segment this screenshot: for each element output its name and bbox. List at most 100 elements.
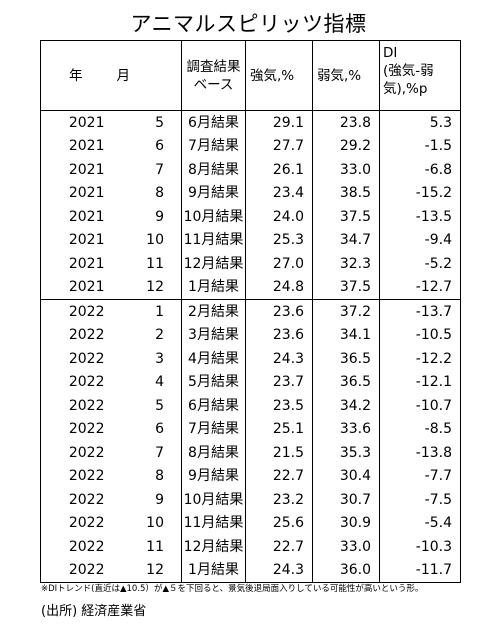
cell-bearish: 33.6	[312, 417, 380, 441]
cell-survey-base: 7月結果	[181, 417, 246, 441]
cell-bullish: 29.1	[245, 110, 313, 135]
cell-bearish: 30.4	[312, 464, 380, 488]
cell-month: 5	[110, 394, 182, 418]
header-di-line1: DI	[383, 45, 398, 61]
table-row: 2021 8 9月結果 23.4 38.5 -15.2	[40, 181, 461, 205]
header-year: 年	[40, 40, 111, 111]
cell-bearish: 37.2	[312, 299, 380, 324]
cell-survey-base: 8月結果	[181, 441, 246, 465]
cell-bullish: 25.3	[245, 228, 313, 252]
cell-year: 2022	[40, 417, 111, 441]
cell-bullish: 27.0	[245, 252, 313, 276]
cell-bullish: 22.7	[245, 464, 313, 488]
cell-bullish: 25.6	[245, 511, 313, 535]
cell-di: -13.8	[379, 441, 461, 465]
cell-year: 2022	[40, 511, 111, 535]
cell-bullish: 23.6	[245, 323, 313, 347]
cell-month: 9	[110, 205, 182, 229]
table-row: 2022 6 7月結果 25.1 33.6 -8.5	[40, 417, 461, 441]
cell-di: -6.8	[379, 158, 461, 182]
cell-survey-base: 10月結果	[181, 488, 246, 512]
cell-month: 6	[110, 417, 182, 441]
cell-year: 2021	[40, 252, 111, 276]
cell-month: 10	[110, 228, 182, 252]
cell-bullish: 27.7	[245, 134, 313, 158]
cell-di: -5.4	[379, 511, 461, 535]
cell-month: 12	[110, 558, 182, 583]
cell-bullish: 24.3	[245, 347, 313, 371]
source-note: (出所) 経済産業省	[41, 604, 147, 619]
cell-month: 4	[110, 370, 182, 394]
cell-survey-base: 1月結果	[181, 275, 246, 300]
cell-year: 2022	[40, 558, 111, 583]
cell-bullish: 24.3	[245, 558, 313, 583]
cell-bullish: 23.2	[245, 488, 313, 512]
cell-bearish: 36.0	[312, 558, 380, 583]
cell-month: 12	[110, 275, 182, 300]
table-row: 2022 9 10月結果 23.2 30.7 -7.5	[40, 488, 461, 512]
cell-year: 2021	[40, 275, 111, 300]
header-bearish: 弱気,%	[312, 40, 380, 111]
cell-bearish: 36.5	[312, 347, 380, 371]
table-row: 2022 10 11月結果 25.6 30.9 -5.4	[40, 511, 461, 535]
cell-survey-base: 2月結果	[181, 299, 246, 324]
cell-month: 11	[110, 252, 182, 276]
cell-bearish: 23.8	[312, 110, 380, 135]
cell-bearish: 34.1	[312, 323, 380, 347]
table-row: 2022 4 5月結果 23.7 36.5 -12.1	[40, 370, 461, 394]
cell-month: 1	[110, 299, 182, 324]
cell-month: 7	[110, 441, 182, 465]
table-row: 2022 5 6月結果 23.5 34.2 -10.7	[40, 394, 461, 418]
cell-year: 2022	[40, 441, 111, 465]
cell-month: 3	[110, 347, 182, 371]
cell-year: 2021	[40, 110, 111, 135]
cell-month: 7	[110, 158, 182, 182]
cell-year: 2022	[40, 394, 111, 418]
table-row: 2022 12 1月結果 24.3 36.0 -11.7	[40, 558, 461, 583]
cell-survey-base: 11月結果	[181, 228, 246, 252]
cell-di: -10.7	[379, 394, 461, 418]
cell-survey-base: 7月結果	[181, 134, 246, 158]
cell-year: 2021	[40, 205, 111, 229]
cell-month: 5	[110, 110, 182, 135]
cell-bearish: 35.3	[312, 441, 380, 465]
cell-di: -15.2	[379, 181, 461, 205]
header-di-line3: 気),%p	[383, 81, 428, 97]
cell-di: -11.7	[379, 558, 461, 583]
cell-year: 2022	[40, 464, 111, 488]
cell-bearish: 37.5	[312, 275, 380, 300]
cell-bearish: 33.0	[312, 158, 380, 182]
table-row: 2021 9 10月結果 24.0 37.5 -13.5	[40, 205, 461, 229]
cell-bullish: 26.1	[245, 158, 313, 182]
cell-year: 2022	[40, 299, 111, 324]
cell-survey-base: 1月結果	[181, 558, 246, 583]
cell-year: 2022	[40, 323, 111, 347]
cell-bearish: 34.2	[312, 394, 380, 418]
cell-month: 11	[110, 535, 182, 559]
cell-di: -12.7	[379, 275, 461, 300]
table-header-row: 年 月 調査結果 ベース 強気,% 弱気,% DI (強気-弱 気),%p	[40, 40, 461, 111]
cell-year: 2021	[40, 181, 111, 205]
table-row: 2021 11 12月結果 27.0 32.3 -5.2	[40, 252, 461, 276]
cell-survey-base: 4月結果	[181, 347, 246, 371]
cell-year: 2022	[40, 535, 111, 559]
header-survey-base: 調査結果 ベース	[181, 40, 246, 111]
cell-di: -1.5	[379, 134, 461, 158]
table-row: 2022 11 12月結果 22.7 33.0 -10.3	[40, 535, 461, 559]
table-row: 2021 6 7月結果 27.7 29.2 -1.5	[40, 134, 461, 158]
cell-survey-base: 10月結果	[181, 205, 246, 229]
cell-bullish: 25.1	[245, 417, 313, 441]
cell-survey-base: 6月結果	[181, 394, 246, 418]
cell-month: 8	[110, 181, 182, 205]
cell-survey-base: 6月結果	[181, 110, 246, 135]
cell-di: -13.5	[379, 205, 461, 229]
cell-di: 5.3	[379, 110, 461, 135]
cell-month: 6	[110, 134, 182, 158]
cell-survey-base: 12月結果	[181, 252, 246, 276]
table-row: 2022 3 4月結果 24.3 36.5 -12.2	[40, 347, 461, 371]
cell-di: -12.1	[379, 370, 461, 394]
cell-survey-base: 12月結果	[181, 535, 246, 559]
cell-bearish: 38.5	[312, 181, 380, 205]
cell-di: -10.3	[379, 535, 461, 559]
header-di: DI (強気-弱 気),%p	[379, 40, 461, 111]
